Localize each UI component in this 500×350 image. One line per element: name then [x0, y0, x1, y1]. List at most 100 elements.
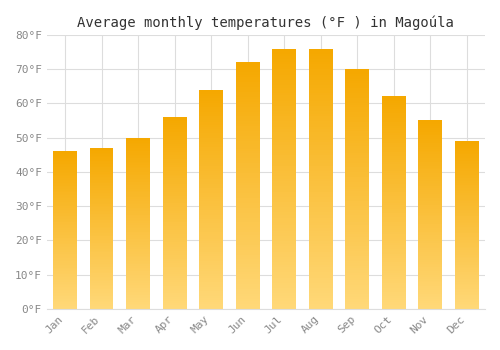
Bar: [346, 275, 369, 278]
Bar: [382, 266, 406, 268]
Bar: [163, 268, 186, 271]
Bar: [126, 270, 150, 271]
Bar: [200, 234, 223, 237]
Bar: [126, 149, 150, 151]
Bar: [126, 167, 150, 168]
Bar: [272, 137, 296, 140]
Bar: [346, 105, 369, 107]
Bar: [163, 282, 186, 284]
Bar: [54, 172, 77, 173]
Bar: [236, 166, 260, 168]
Bar: [346, 194, 369, 196]
Bar: [54, 307, 77, 309]
Bar: [455, 289, 478, 290]
Bar: [346, 285, 369, 287]
Bar: [309, 82, 332, 85]
Bar: [309, 187, 332, 189]
Bar: [163, 165, 186, 167]
Bar: [54, 258, 77, 260]
Bar: [418, 282, 442, 284]
Bar: [272, 184, 296, 187]
Bar: [163, 236, 186, 238]
Bar: [163, 207, 186, 209]
Bar: [236, 228, 260, 230]
Bar: [418, 203, 442, 205]
Bar: [346, 237, 369, 239]
Bar: [382, 154, 406, 156]
Bar: [163, 148, 186, 149]
Bar: [418, 235, 442, 237]
Bar: [200, 228, 223, 230]
Bar: [309, 100, 332, 103]
Bar: [418, 280, 442, 282]
Bar: [236, 92, 260, 94]
Bar: [54, 181, 77, 183]
Bar: [455, 158, 478, 160]
Bar: [54, 277, 77, 279]
Bar: [126, 168, 150, 170]
Bar: [309, 298, 332, 301]
Bar: [272, 160, 296, 163]
Bar: [163, 121, 186, 123]
Bar: [236, 141, 260, 144]
Bar: [346, 294, 369, 297]
Bar: [309, 194, 332, 197]
Bar: [54, 284, 77, 285]
Bar: [309, 59, 332, 62]
Bar: [126, 139, 150, 141]
Bar: [382, 275, 406, 277]
Bar: [126, 222, 150, 223]
Bar: [90, 257, 114, 259]
Bar: [382, 234, 406, 237]
Bar: [455, 218, 478, 220]
Bar: [418, 207, 442, 209]
Bar: [272, 62, 296, 64]
Bar: [382, 120, 406, 122]
Bar: [455, 273, 478, 275]
Bar: [236, 112, 260, 114]
Bar: [90, 217, 114, 219]
Bar: [163, 253, 186, 255]
Bar: [126, 187, 150, 189]
Bar: [200, 219, 223, 221]
Bar: [163, 167, 186, 169]
Bar: [455, 232, 478, 233]
Bar: [418, 168, 442, 169]
Bar: [90, 293, 114, 294]
Bar: [90, 267, 114, 268]
Bar: [163, 267, 186, 268]
Bar: [54, 270, 77, 271]
Bar: [163, 245, 186, 247]
Bar: [382, 292, 406, 294]
Bar: [236, 287, 260, 289]
Bar: [309, 153, 332, 155]
Bar: [126, 208, 150, 209]
Bar: [200, 210, 223, 212]
Bar: [309, 108, 332, 111]
Bar: [309, 51, 332, 54]
Bar: [455, 206, 478, 208]
Bar: [455, 245, 478, 247]
Bar: [382, 264, 406, 266]
Bar: [200, 215, 223, 217]
Bar: [163, 146, 186, 148]
Bar: [272, 275, 296, 278]
Bar: [236, 139, 260, 141]
Bar: [126, 232, 150, 233]
Bar: [455, 168, 478, 169]
Bar: [200, 243, 223, 245]
Bar: [163, 205, 186, 207]
Bar: [54, 178, 77, 180]
Bar: [346, 246, 369, 249]
Bar: [200, 160, 223, 162]
Bar: [309, 72, 332, 75]
Bar: [455, 235, 478, 237]
Bar: [418, 279, 442, 280]
Bar: [200, 208, 223, 210]
Bar: [90, 231, 114, 233]
Bar: [90, 190, 114, 191]
Bar: [309, 176, 332, 178]
Bar: [163, 149, 186, 152]
Bar: [309, 93, 332, 95]
Bar: [382, 222, 406, 224]
